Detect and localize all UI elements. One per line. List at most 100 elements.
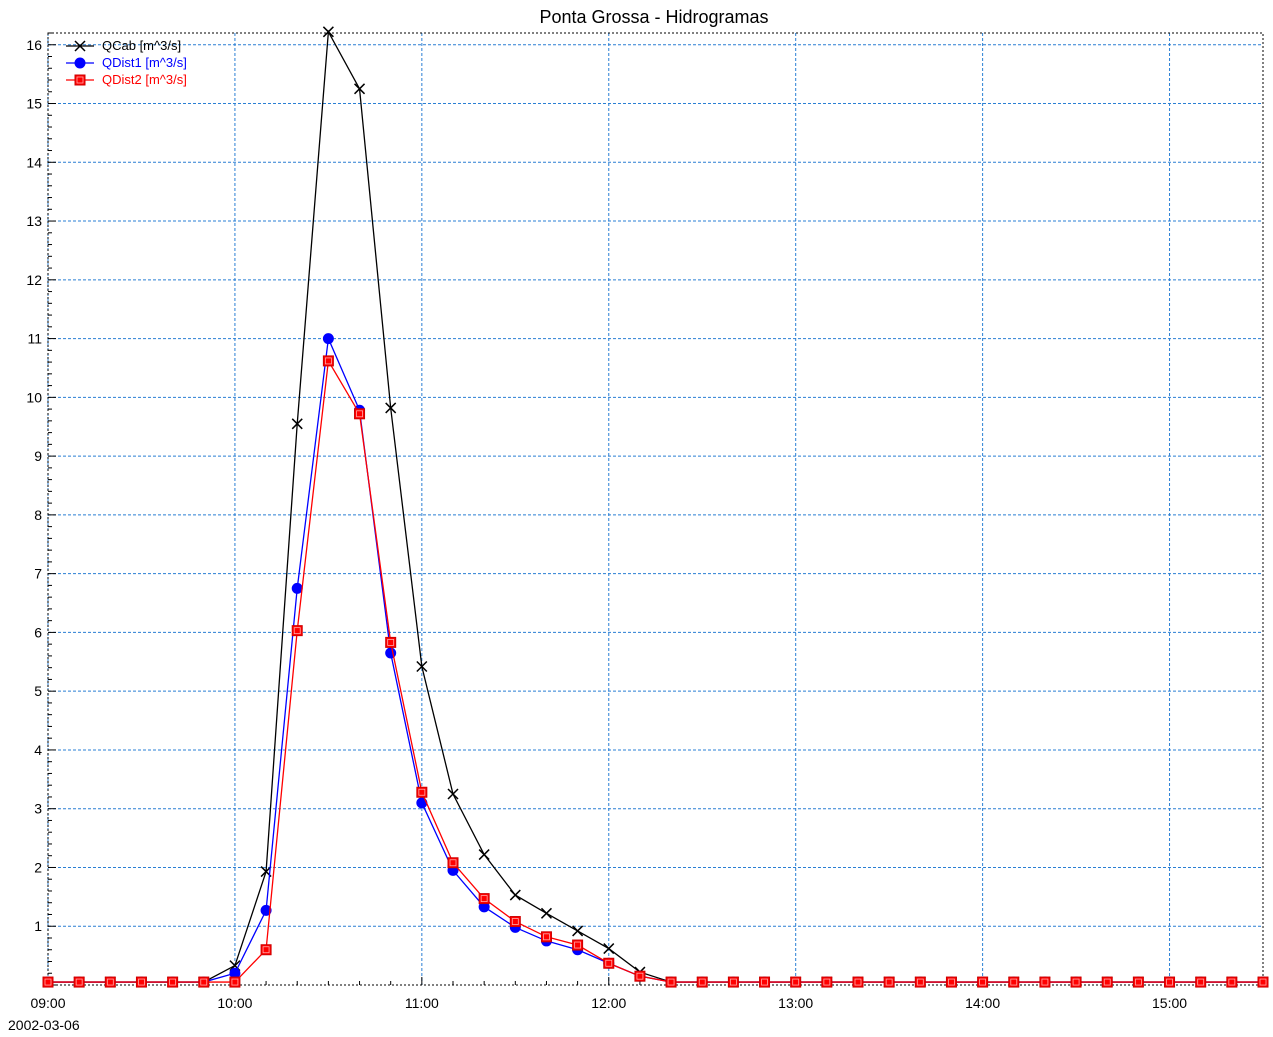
data-point-marker-inner (106, 978, 114, 986)
data-point-marker (540, 907, 552, 919)
data-point-marker-inner (1197, 978, 1205, 986)
x-tick-label: 13:00 (778, 995, 813, 1011)
data-point-marker-inner (449, 859, 457, 867)
data-point-marker-inner (854, 978, 862, 986)
y-tick-label: 11 (27, 331, 42, 347)
series-3 (42, 355, 1269, 988)
y-tick-label: 5 (34, 683, 42, 699)
data-point-marker (198, 976, 210, 988)
data-point-marker (852, 976, 864, 988)
data-point-marker-inner (979, 978, 987, 986)
x-tick-label: 12:00 (591, 995, 626, 1011)
data-point-marker (135, 976, 147, 988)
data-point-marker (1195, 976, 1207, 988)
data-point-marker (74, 57, 86, 69)
y-tick-label: 14 (26, 154, 42, 170)
x-tick-label: 15:00 (1152, 995, 1187, 1011)
y-tick-label: 8 (34, 507, 42, 523)
data-point-marker (696, 976, 708, 988)
legend-item: QDist2 [m^3/s] (66, 72, 187, 87)
data-point-marker (1039, 976, 1051, 988)
data-point-marker-inner (1072, 978, 1080, 986)
data-point-marker-inner (293, 627, 301, 635)
x-tick-label: 14:00 (965, 995, 1000, 1011)
data-point-marker (572, 939, 584, 951)
x-tick-label: 11:00 (405, 995, 439, 1011)
data-point-marker (572, 925, 584, 937)
data-point-marker (914, 976, 926, 988)
data-point-marker (603, 943, 615, 955)
data-point-marker (42, 976, 54, 988)
data-point-marker (74, 74, 86, 86)
data-point-marker (1101, 976, 1113, 988)
date-label: 2002-03-06 (8, 1017, 80, 1033)
data-point-marker-inner (1103, 978, 1111, 986)
data-point-marker-inner (792, 978, 800, 986)
series-1 (42, 26, 1269, 988)
data-point-marker (1164, 976, 1176, 988)
y-tick-label: 16 (26, 37, 42, 53)
data-point-marker (260, 944, 272, 956)
data-point-marker-inner (1228, 978, 1236, 986)
data-point-marker (322, 26, 334, 38)
series-layer (42, 26, 1269, 988)
data-point-marker (385, 402, 397, 414)
data-point-marker (354, 408, 366, 420)
data-point-marker-inner (916, 978, 924, 986)
data-point-marker (1008, 976, 1020, 988)
data-point-marker (540, 931, 552, 943)
data-point-marker-inner (44, 978, 52, 986)
data-point-marker-inner (1166, 978, 1173, 986)
legend-label: QCab [m^3/s] (102, 38, 181, 53)
data-point-marker (1070, 976, 1082, 988)
data-point-marker (354, 83, 366, 95)
legend-label: QDist2 [m^3/s] (102, 72, 187, 87)
y-tick-label: 15 (26, 96, 42, 112)
data-point-marker-inner (823, 978, 831, 986)
chart-title: Ponta Grossa - Hidrogramas (539, 7, 768, 27)
data-point-marker-inner (356, 410, 363, 418)
data-point-marker (167, 976, 179, 988)
y-tick-label: 13 (26, 213, 42, 229)
y-tick-label: 4 (34, 742, 42, 758)
data-point-marker (322, 333, 334, 345)
data-point-marker (883, 976, 895, 988)
legend-label: QDist1 [m^3/s] (102, 55, 187, 70)
data-point-marker-inner (262, 946, 270, 954)
series-line (48, 29, 1263, 983)
legend-item: QCab [m^3/s] (66, 38, 181, 53)
data-point-marker-inner (511, 918, 519, 925)
y-tick-label: 2 (34, 859, 42, 875)
y-tick-label: 1 (34, 918, 42, 934)
data-point-marker-inner (231, 978, 239, 986)
data-point-marker (416, 660, 428, 673)
data-point-marker-inner (729, 978, 737, 986)
data-point-marker (416, 786, 428, 798)
data-point-marker (229, 976, 241, 988)
data-point-marker (291, 625, 303, 637)
series-2 (42, 333, 1269, 988)
data-point-marker (665, 976, 677, 988)
data-point-marker (790, 976, 802, 988)
data-point-marker-inner (169, 978, 177, 986)
data-point-marker-inner (605, 959, 613, 967)
data-point-marker (759, 976, 771, 988)
data-point-marker (478, 893, 490, 905)
axes: 09:00 10:00 11:00 12:00 13:00 14:00 15:0012345… (26, 32, 1264, 1011)
x-tick-label: 10:00 (217, 995, 252, 1011)
data-point-marker (385, 636, 397, 648)
series-line (48, 358, 1263, 983)
data-point-marker-inner (324, 357, 332, 365)
data-point-marker (291, 418, 303, 430)
data-point-marker (509, 889, 521, 901)
data-point-marker (509, 916, 521, 928)
x-tick-label: 09:00 (30, 995, 65, 1011)
data-point-marker (727, 976, 739, 988)
data-point-marker-inner (574, 941, 582, 949)
data-point-marker (104, 976, 116, 988)
plot-frame (47, 32, 1264, 986)
data-point-marker (977, 976, 989, 988)
data-point-marker (634, 970, 646, 982)
data-point-marker-inner (948, 978, 955, 986)
legend: QCab [m^3/s] QDist1 [m^3/s] QDist2 [m^3/s] (66, 38, 187, 87)
